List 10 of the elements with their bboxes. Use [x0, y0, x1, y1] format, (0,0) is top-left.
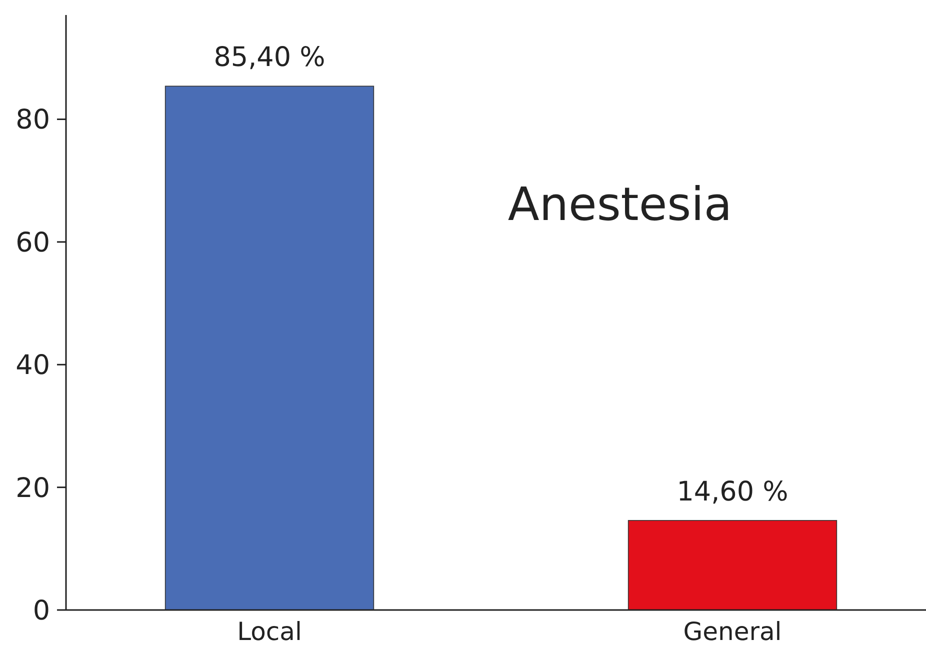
- y-tick-label: 0: [32, 595, 50, 626]
- text: Anestesia: [508, 177, 732, 231]
- data-label: 85,40 %: [214, 42, 326, 74]
- x-tick-label: Local: [237, 617, 302, 646]
- y-tick-label: 80: [16, 104, 50, 136]
- y-tick-label: 60: [16, 227, 50, 258]
- x-tick-label: General: [683, 617, 782, 646]
- y-tick-label: 20: [16, 472, 50, 504]
- data-label: 14,60 %: [676, 476, 788, 508]
- y-tick-label: 40: [16, 350, 50, 382]
